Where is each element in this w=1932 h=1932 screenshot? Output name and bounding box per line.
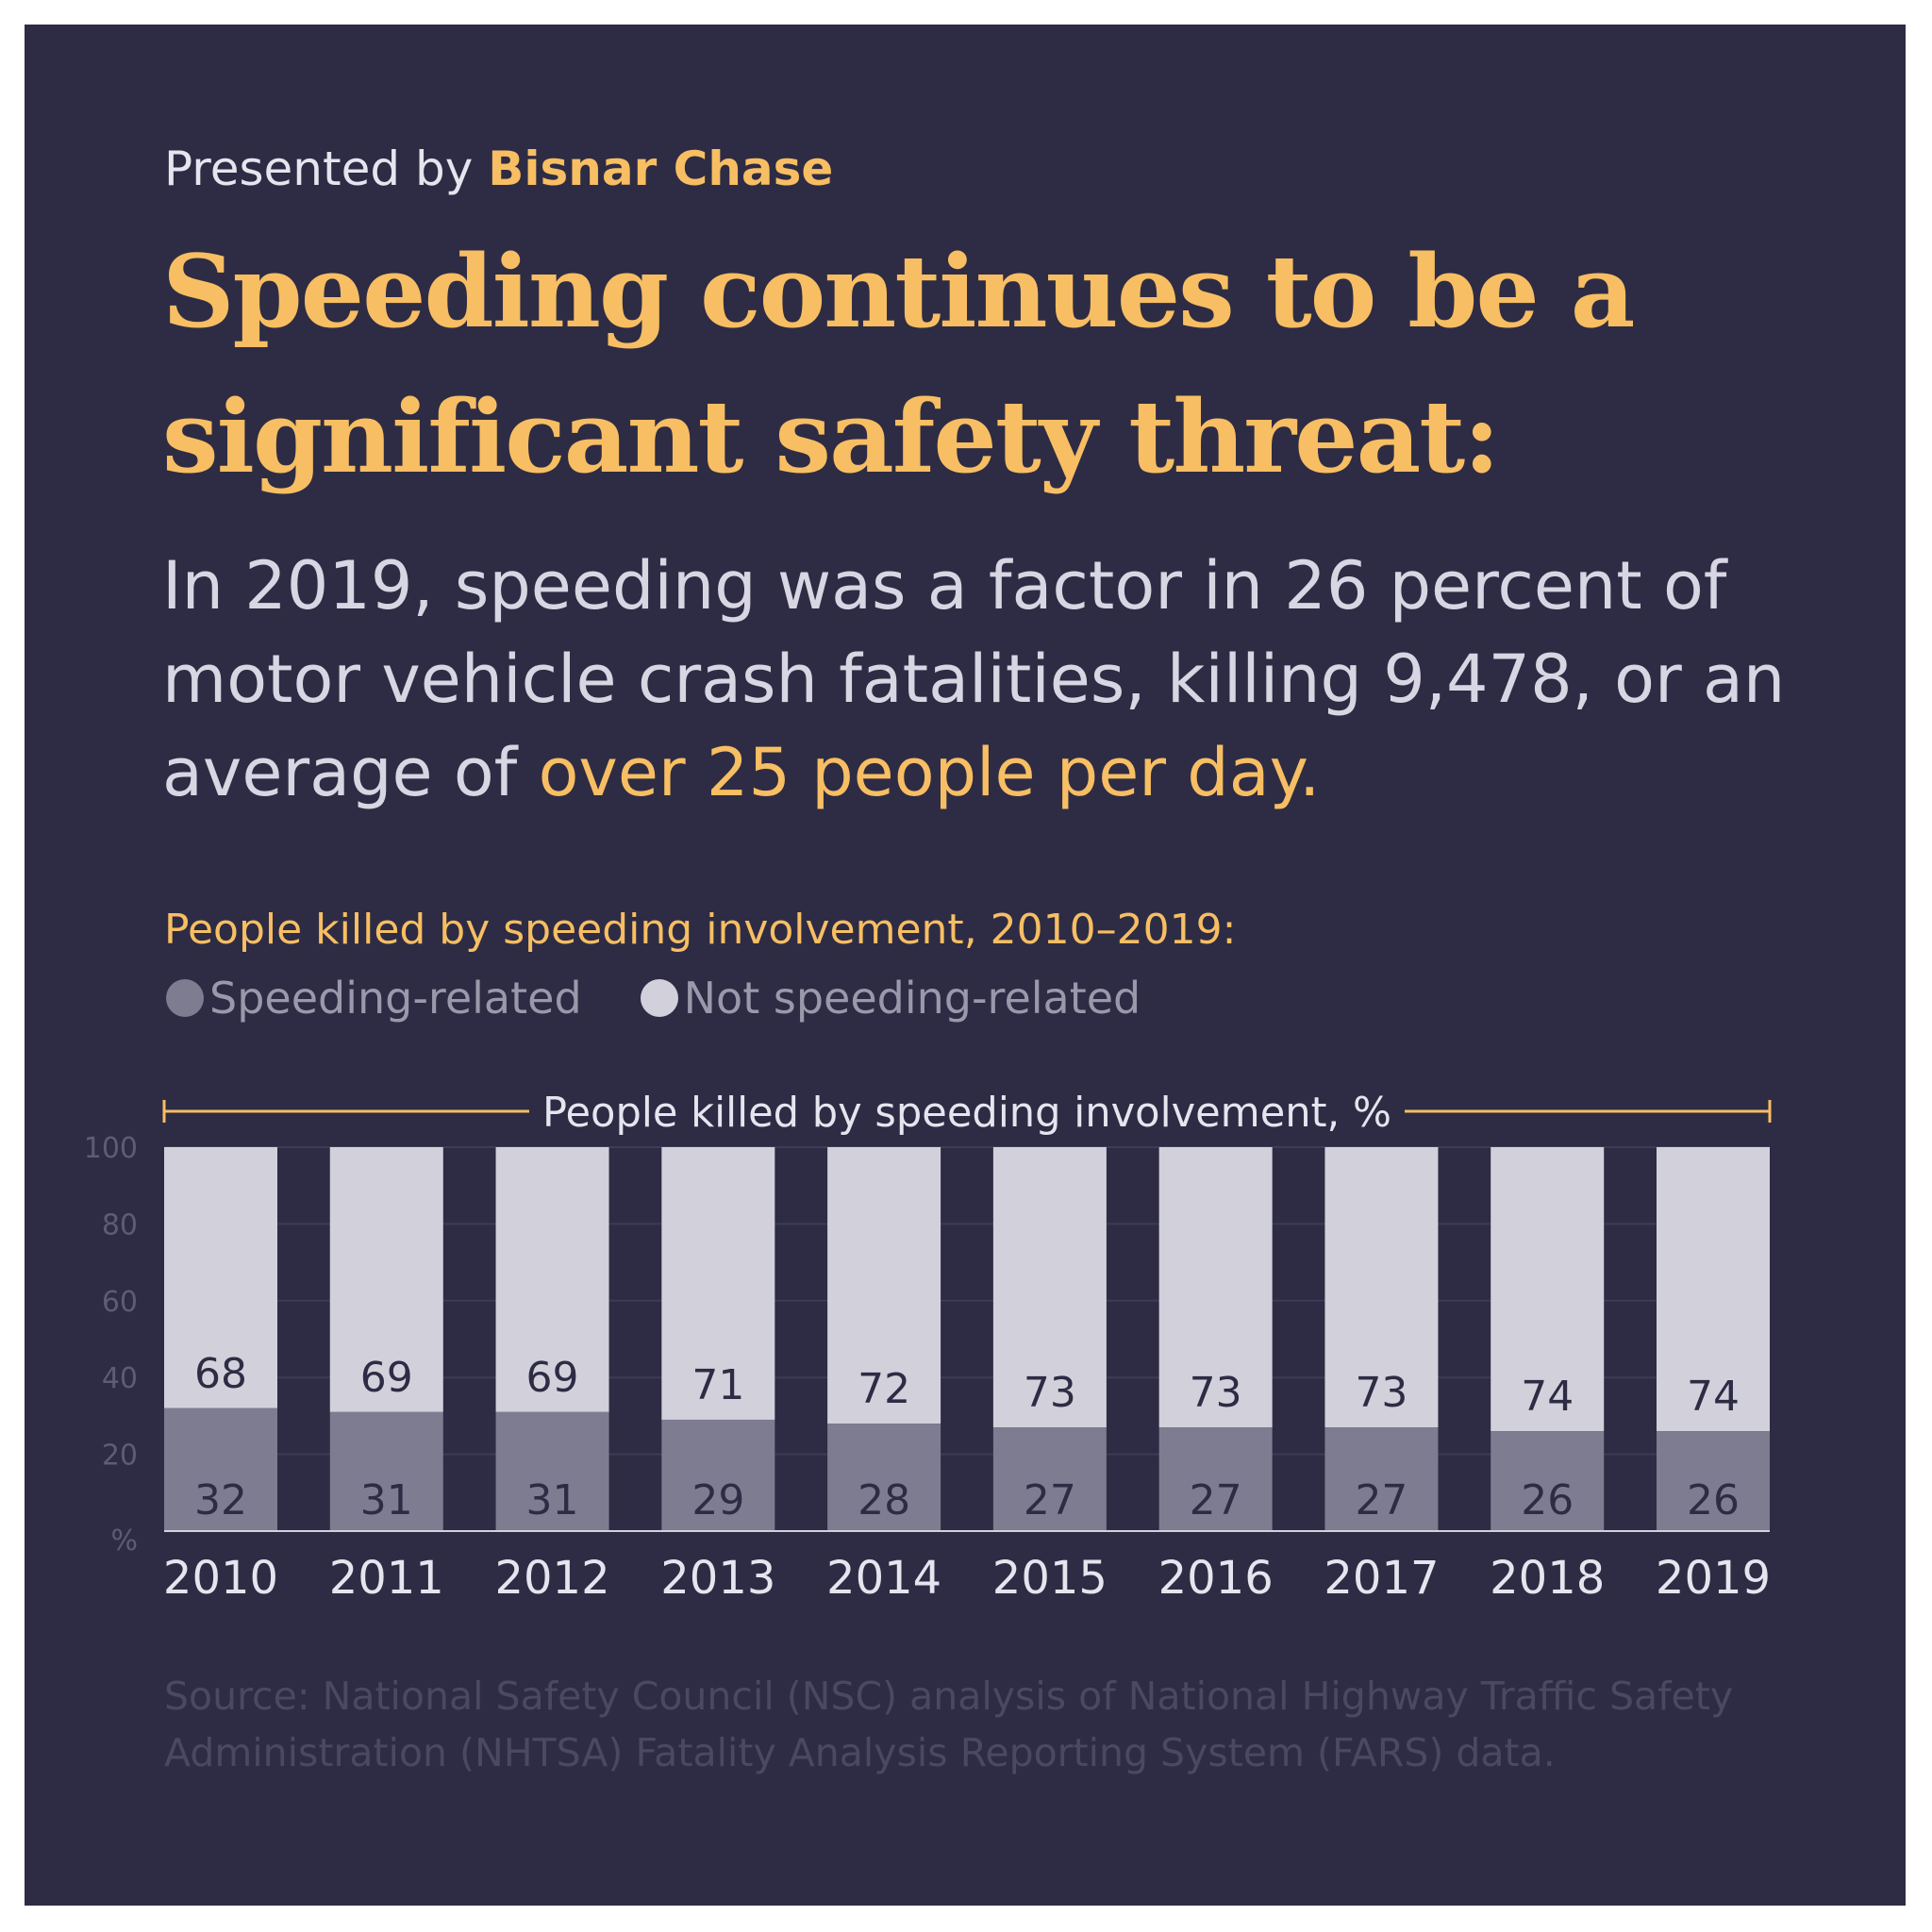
bar-speeding (992, 1427, 1107, 1531)
data-label-speeding: 26 (1687, 1476, 1740, 1524)
x-tick-label: 2019 (1656, 1552, 1771, 1605)
x-tick-label: 2018 (1490, 1552, 1605, 1605)
data-label-speeding: 27 (1355, 1476, 1407, 1524)
subheadline-highlight: over 25 people per day. (538, 734, 1321, 811)
bracket-label: People killed by speeding involvement, % (542, 1089, 1391, 1137)
legend-item-speeding: Speeding-related (166, 973, 582, 1024)
x-tick-label: 2015 (992, 1552, 1108, 1605)
legend-label-speeding: Speeding-related (209, 973, 582, 1024)
y-tick-label: 60 (102, 1286, 138, 1319)
legend-dot-not-speeding (640, 979, 678, 1017)
legend-dot-speeding (166, 979, 204, 1017)
y-tick-label: 20 (102, 1440, 138, 1473)
x-tick-label: 2011 (329, 1552, 444, 1605)
bar-speeding (661, 1419, 775, 1531)
bar-not-speeding (1491, 1147, 1605, 1432)
x-tick-label: 2014 (826, 1552, 941, 1605)
legend-label-not-speeding: Not speeding-related (683, 973, 1141, 1024)
subheadline-text: In 2019, speeding was a factor in 26 per… (162, 547, 1786, 811)
data-label-speeding: 31 (360, 1476, 413, 1524)
data-label-speeding: 28 (858, 1476, 910, 1524)
bar-not-speeding (1158, 1147, 1273, 1428)
source-note: Source: National Safety Council (NSC) an… (164, 1674, 1734, 1775)
bar-not-speeding (992, 1147, 1107, 1428)
data-label-not-speeding: 69 (526, 1354, 579, 1402)
data-label-not-speeding: 71 (691, 1361, 744, 1409)
x-tick-label: 2012 (494, 1552, 609, 1605)
data-label-speeding: 29 (691, 1476, 744, 1524)
data-label-speeding: 27 (1190, 1476, 1242, 1524)
data-label-not-speeding: 73 (1355, 1369, 1407, 1417)
bar-not-speeding (827, 1147, 941, 1424)
bar-speeding (827, 1424, 941, 1531)
data-label-speeding: 32 (194, 1476, 247, 1524)
data-label-not-speeding: 73 (1190, 1369, 1242, 1417)
bar-not-speeding (661, 1147, 775, 1420)
chart-title: People killed by speeding involvement, 2… (164, 906, 1237, 954)
x-tick-label: 2013 (660, 1552, 775, 1605)
data-label-not-speeding: 72 (858, 1365, 910, 1413)
bar-not-speeding (495, 1147, 609, 1412)
legend-item-not-speeding: Not speeding-related (640, 973, 1141, 1024)
data-label-not-speeding: 68 (194, 1350, 247, 1398)
data-label-speeding: 26 (1521, 1476, 1574, 1524)
subheadline: In 2019, speeding was a factor in 26 per… (162, 540, 1823, 820)
y-tick-label: 100 (84, 1132, 138, 1165)
headline: Speeding continues to be a significant s… (162, 232, 1635, 495)
infographic-panel (25, 25, 1906, 1906)
bar-not-speeding (329, 1147, 443, 1412)
bar-speeding (1324, 1427, 1439, 1531)
bar-not-speeding (1657, 1147, 1770, 1432)
data-label-speeding: 27 (1024, 1476, 1076, 1524)
data-label-not-speeding: 74 (1687, 1373, 1740, 1421)
chart-legend: Speeding-related Not speeding-related (166, 970, 1199, 1026)
bar-speeding (495, 1411, 609, 1531)
x-tick-label: 2017 (1324, 1552, 1439, 1605)
bar-speeding (164, 1407, 277, 1531)
bar-speeding (1657, 1431, 1770, 1531)
y-tick-label: 40 (102, 1362, 138, 1395)
presented-prefix: Presented by (164, 142, 474, 196)
y-tick-label: 80 (102, 1208, 138, 1241)
bar-not-speeding (164, 1147, 277, 1408)
x-tick-label: 2010 (163, 1552, 278, 1605)
data-label-not-speeding: 69 (360, 1354, 413, 1402)
bar-speeding (1491, 1431, 1605, 1531)
data-label-not-speeding: 73 (1024, 1369, 1076, 1417)
brand-name: Bisnar Chase (488, 142, 834, 196)
bar-speeding (329, 1411, 443, 1531)
y-unit-label: % (110, 1524, 138, 1557)
x-tick-label: 2016 (1158, 1552, 1274, 1605)
bar-not-speeding (1324, 1147, 1439, 1428)
data-label-not-speeding: 74 (1521, 1373, 1574, 1421)
data-label-speeding: 31 (526, 1476, 579, 1524)
presented-by: Presented by Bisnar Chase (164, 142, 833, 196)
bar-speeding (1158, 1427, 1273, 1531)
